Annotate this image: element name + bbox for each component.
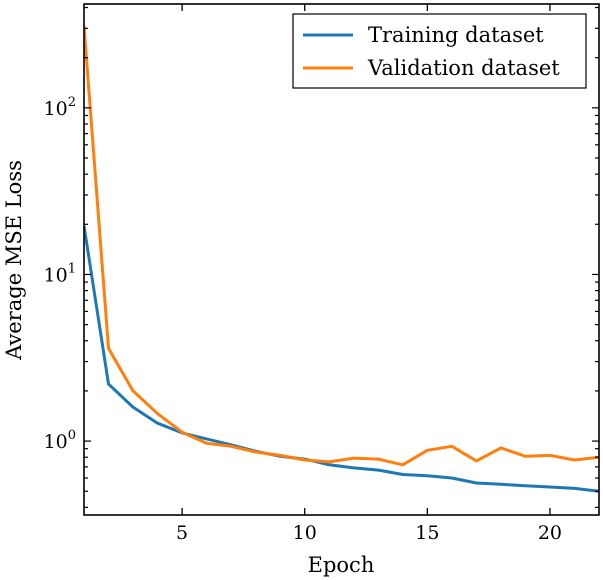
series-layer — [84, 25, 599, 493]
x-tick-label: 5 — [176, 522, 188, 544]
legend-box — [292, 13, 587, 89]
legend-label-training: Training dataset — [368, 23, 544, 47]
legend-label-validation: Validation dataset — [367, 56, 560, 80]
x-tick-label: 15 — [415, 522, 439, 544]
y-axis-label: Average MSE Loss — [2, 160, 26, 361]
x-tick-label: 10 — [293, 522, 317, 544]
legend: Training dataset Validation dataset — [292, 13, 587, 89]
y-tick-label: 100 — [44, 428, 76, 453]
y-tick-label: 101 — [44, 261, 76, 286]
plot-frame — [83, 3, 600, 516]
series-line-training — [84, 225, 599, 493]
series-line-validation — [84, 25, 599, 467]
tick-layer: 5 10 15 20 100 101 102 — [44, 4, 599, 544]
y-tick-label: 102 — [44, 95, 76, 120]
x-tick-label: 20 — [538, 522, 562, 544]
x-axis-label: Epoch — [308, 553, 375, 577]
